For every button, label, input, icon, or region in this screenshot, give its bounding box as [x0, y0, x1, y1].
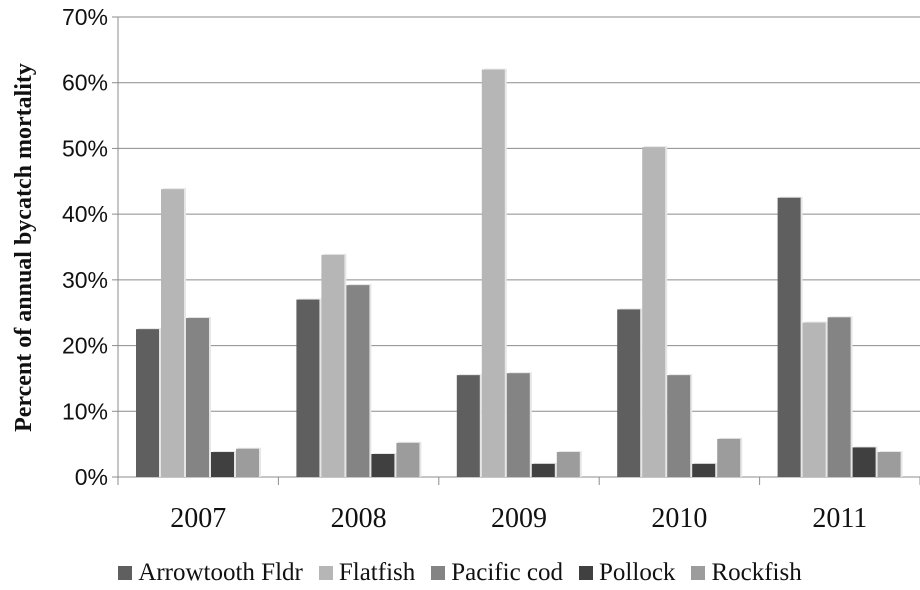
- bar: [186, 317, 209, 477]
- bar: [556, 452, 580, 477]
- legend-label: Arrowtooth Fldr: [138, 559, 303, 586]
- bar: [692, 463, 716, 477]
- x-tick-label: 2008: [331, 503, 387, 534]
- bar: [211, 452, 234, 477]
- y-tick-label: 70%: [62, 4, 108, 30]
- bar: [396, 442, 420, 477]
- bar: [531, 463, 555, 477]
- legend-item: Pacific cod: [431, 559, 563, 587]
- bar: [346, 285, 370, 477]
- legend-swatch: [691, 566, 706, 580]
- bar: [506, 373, 530, 477]
- y-axis-label-container: Percent of annual bycatch mortality: [2, 12, 46, 482]
- bar: [296, 299, 320, 477]
- legend-swatch: [579, 566, 594, 580]
- y-tick-label: 60%: [62, 70, 108, 96]
- bar-chart: 0% 10% 20% 30% 40% 50% 60% 70% 2007 2008 2009 2010 2…: [62, 4, 920, 534]
- y-tick-label: 30%: [62, 267, 108, 293]
- legend-item: Flatfish: [318, 559, 416, 587]
- x-tick-label: 2011: [812, 503, 867, 534]
- y-tick-label: 0%: [75, 464, 108, 490]
- legend-swatch: [431, 566, 446, 580]
- x-tick-label: 2010: [651, 503, 707, 534]
- bar: [371, 454, 395, 477]
- bar: [877, 452, 901, 477]
- legend-label: Flatfish: [338, 559, 416, 586]
- bar: [852, 447, 876, 477]
- x-tick-label: 2009: [491, 503, 547, 534]
- y-tick-label: 10%: [62, 398, 108, 424]
- legend-item: Rockfish: [691, 559, 802, 587]
- legend-swatch: [318, 566, 333, 580]
- legend-item: Pollock: [579, 559, 675, 587]
- y-tick-label: 50%: [62, 135, 108, 161]
- bar: [717, 438, 741, 477]
- legend-item: Arrowtooth Fldr: [118, 559, 303, 587]
- legend-label: Pollock: [599, 559, 676, 586]
- bar: [802, 322, 826, 477]
- bar: [161, 189, 184, 477]
- bar: [456, 375, 480, 477]
- bar: [667, 375, 691, 477]
- bar: [136, 329, 159, 477]
- bar: [642, 147, 666, 477]
- legend-label: Pacific cod: [451, 559, 564, 586]
- bar: [481, 69, 505, 478]
- legend-swatch: [118, 566, 133, 580]
- bar: [321, 254, 345, 477]
- legend: Arrowtooth Fldr Flatfish Pacific cod Polloc…: [0, 556, 920, 590]
- x-tick-label: 2007: [170, 503, 226, 534]
- legend-label: Rockfish: [711, 559, 802, 586]
- y-tick-label: 40%: [62, 201, 108, 227]
- y-tick-label: 20%: [62, 333, 108, 359]
- bar: [236, 448, 259, 477]
- bar: [617, 309, 641, 477]
- y-axis-label: Percent of annual bycatch mortality: [10, 62, 37, 432]
- bar: [777, 197, 801, 477]
- bar: [827, 317, 851, 477]
